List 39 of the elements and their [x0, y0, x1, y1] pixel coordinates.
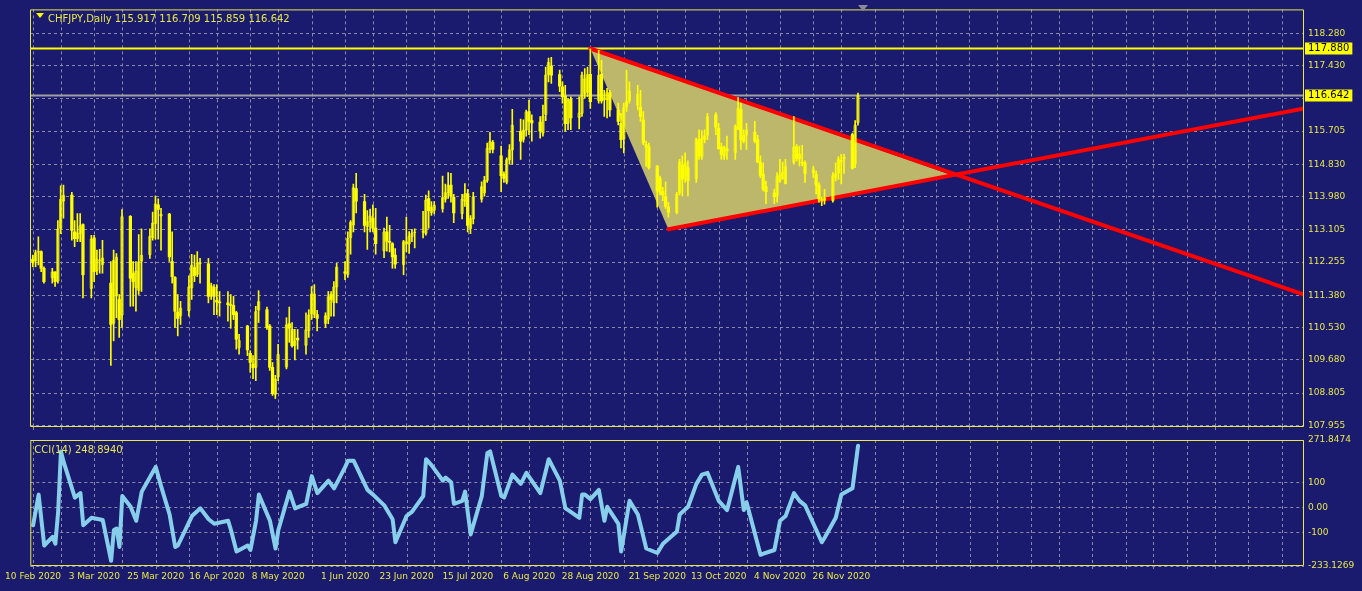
x-tick-label: 21 Sep 2020	[628, 570, 687, 581]
x-tick-label: 15 Jul 2020	[442, 570, 494, 581]
y-tick-label: 109.680	[1308, 354, 1346, 365]
y-tick-label: 112.255	[1308, 256, 1346, 267]
ref-line-label: 117.880	[1308, 42, 1350, 54]
candlestick	[446, 172, 450, 199]
x-tick-label: 25 Mar 2020	[127, 570, 185, 581]
x-tick-label: 6 Aug 2020	[503, 570, 556, 581]
y-tick-label: 271.8474	[1308, 434, 1352, 445]
y-tick-label: 113.980	[1308, 190, 1346, 201]
chart-title: CHFJPY,Daily 115.917 116.709 115.859 116.642	[48, 12, 290, 24]
y-tick-label: 111.380	[1308, 289, 1346, 300]
x-tick-label: 23 Jun 2020	[379, 570, 434, 581]
ref-line-label: 116.642	[1308, 89, 1350, 101]
x-tick-label: 28 Aug 2020	[561, 570, 620, 581]
x-tick-label: 26 Nov 2020	[812, 570, 871, 581]
candlestick	[510, 108, 514, 165]
y-tick-label: -100	[1308, 527, 1329, 538]
chart-title: CCI(14) 248.8940	[34, 443, 123, 455]
y-tick-label: 117.430	[1308, 59, 1346, 70]
y-tick-label: 108.805	[1308, 387, 1346, 398]
y-tick-label: 114.830	[1308, 158, 1346, 169]
candlestick	[140, 228, 144, 292]
x-tick-label: 8 May 2020	[251, 570, 306, 581]
y-tick-label: 118.280	[1308, 27, 1346, 38]
x-tick-label: 3 Mar 2020	[68, 570, 121, 581]
y-tick-label: 100	[1308, 477, 1326, 488]
x-tick-label: 4 Nov 2020	[754, 570, 807, 581]
candlestick	[823, 189, 827, 205]
y-tick-label: 115.705	[1308, 125, 1346, 136]
y-tick-label: -233.1269	[1308, 560, 1355, 571]
y-tick-label: 113.105	[1308, 224, 1346, 235]
y-tick-label: 110.530	[1308, 321, 1346, 332]
x-tick-label: 10 Feb 2020	[5, 570, 62, 581]
y-tick-label: 107.955	[1308, 419, 1346, 430]
x-tick-label: 1 Jun 2020	[321, 570, 370, 581]
y-tick-label: 0.00	[1308, 502, 1329, 513]
x-tick-label: 13 Oct 2020	[690, 570, 747, 581]
x-tick-label: 16 Apr 2020	[189, 570, 246, 581]
